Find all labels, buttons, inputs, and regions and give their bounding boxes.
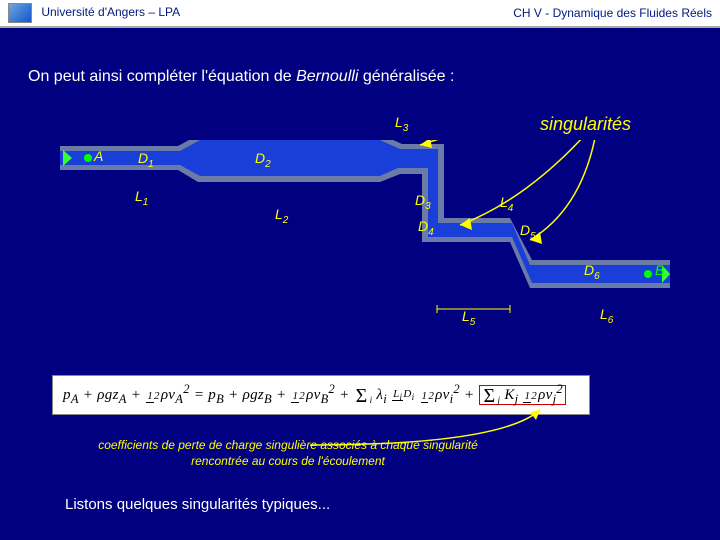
- main-sentence: On peut ainsi compléter l'équation de Be…: [28, 68, 454, 86]
- label-L6: L6: [600, 306, 613, 326]
- label-A: A: [94, 148, 103, 164]
- header-left: Université d'Angers – LPA: [8, 3, 180, 23]
- univ-text: Université d'Angers – LPA: [41, 5, 180, 19]
- label-D1: D1: [138, 150, 154, 170]
- logo-icon: [8, 3, 32, 23]
- header-divider: [0, 26, 720, 28]
- equation-box: pA + ρgzA + 12ρvA2 = pB + ρgzB + 12ρvB2 …: [52, 375, 590, 415]
- singularites-label: singularités: [540, 114, 631, 135]
- label-D6: D6: [584, 262, 600, 282]
- label-L3: L3: [395, 114, 408, 134]
- pipe-svg: [60, 140, 670, 340]
- label-D2: D2: [255, 150, 271, 170]
- header: Université d'Angers – LPA CH V - Dynamiq…: [0, 0, 720, 26]
- label-L5: L5: [462, 308, 475, 328]
- label-L2: L2: [275, 206, 288, 226]
- listons-text: Listons quelques singularités typiques..…: [65, 496, 330, 513]
- label-B: B: [655, 262, 664, 278]
- equation: pA + ρgzA + 12ρvA2 = pB + ρgzB + 12ρvB2 …: [63, 382, 566, 407]
- label-D5: D5: [520, 222, 536, 242]
- label-D3: D3: [415, 192, 431, 212]
- coeff-text: coefficients de perte de charge singuliè…: [88, 438, 488, 469]
- pipe-diagram: A B D1 D2 D3 D4 D5 D6 L1 L2 L3 L4 L5 L6: [60, 140, 670, 330]
- label-L1: L1: [135, 188, 148, 208]
- label-L4: L4: [500, 194, 513, 214]
- chapter-text: CH V - Dynamique des Fluides Réels: [513, 6, 712, 20]
- label-D4: D4: [418, 218, 434, 238]
